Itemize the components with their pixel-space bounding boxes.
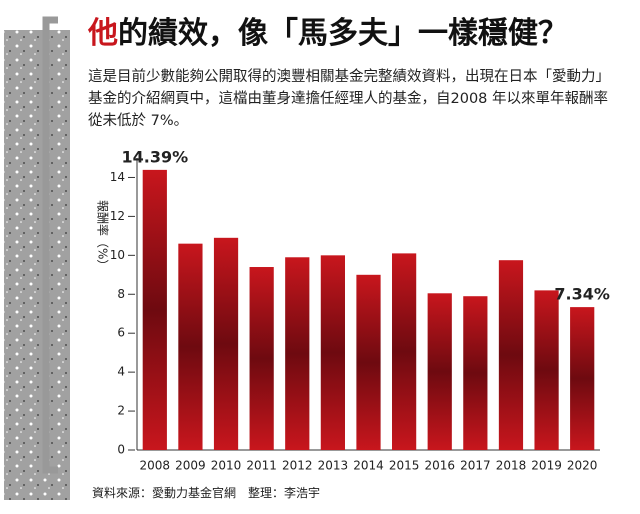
x-tick-label: 2018 xyxy=(496,459,527,473)
x-tick-label: 2019 xyxy=(531,459,562,473)
x-tick-label: 2012 xyxy=(282,459,313,473)
bar xyxy=(534,290,559,450)
bracket xyxy=(42,16,58,474)
bar xyxy=(427,293,452,450)
y-tick-label: 10 xyxy=(110,248,125,262)
bar xyxy=(463,296,488,450)
bar xyxy=(498,260,524,450)
x-tick-label: 2016 xyxy=(424,459,455,473)
chart-title: 他的績效，像「馬多夫」一樣穩健？ xyxy=(88,8,568,52)
bar xyxy=(213,237,239,450)
x-tick-label: 2020 xyxy=(567,459,598,473)
x-tick-label: 2015 xyxy=(389,459,420,473)
y-tick-label: 14 xyxy=(110,170,125,184)
subtitle: 這是目前少數能夠公開取得的澳豐相關基金完整績效資料，出現在日本「愛動力」基金的介… xyxy=(88,69,610,129)
bar xyxy=(356,274,381,450)
bar xyxy=(178,243,203,450)
value-label: 14.39% xyxy=(121,147,188,166)
x-tick-label: 2013 xyxy=(318,459,349,473)
decoration xyxy=(4,30,70,500)
bar xyxy=(320,255,345,450)
source: 資料來源：愛動力基金官網 整理：李浩宇 xyxy=(92,486,321,500)
bar xyxy=(285,257,310,450)
title-highlight: 他 xyxy=(88,16,118,51)
y-tick-label: 0 xyxy=(117,443,125,457)
bar xyxy=(249,267,274,450)
x-tick-label: 2009 xyxy=(175,459,206,473)
value-label: 7.34% xyxy=(554,285,610,304)
x-tick-label: 2008 xyxy=(140,459,171,473)
y-tick-label: 8 xyxy=(117,287,125,301)
x-tick-label: 2010 xyxy=(211,459,242,473)
bar xyxy=(392,253,417,450)
y-tick-label: 6 xyxy=(117,326,125,340)
y-tick-label: 2 xyxy=(117,404,125,418)
x-tick-label: 2011 xyxy=(246,459,277,473)
y-axis-label: 報酬率（%） xyxy=(96,200,111,271)
title-rest: 的績效，像「馬多夫」一樣穩健？ xyxy=(118,16,568,51)
bar xyxy=(570,307,595,450)
x-tick-label: 2017 xyxy=(460,459,491,473)
x-tick-label: 2014 xyxy=(353,459,384,473)
y-tick-label: 4 xyxy=(117,365,125,379)
y-tick-label: 12 xyxy=(110,209,125,223)
bar xyxy=(142,169,167,450)
